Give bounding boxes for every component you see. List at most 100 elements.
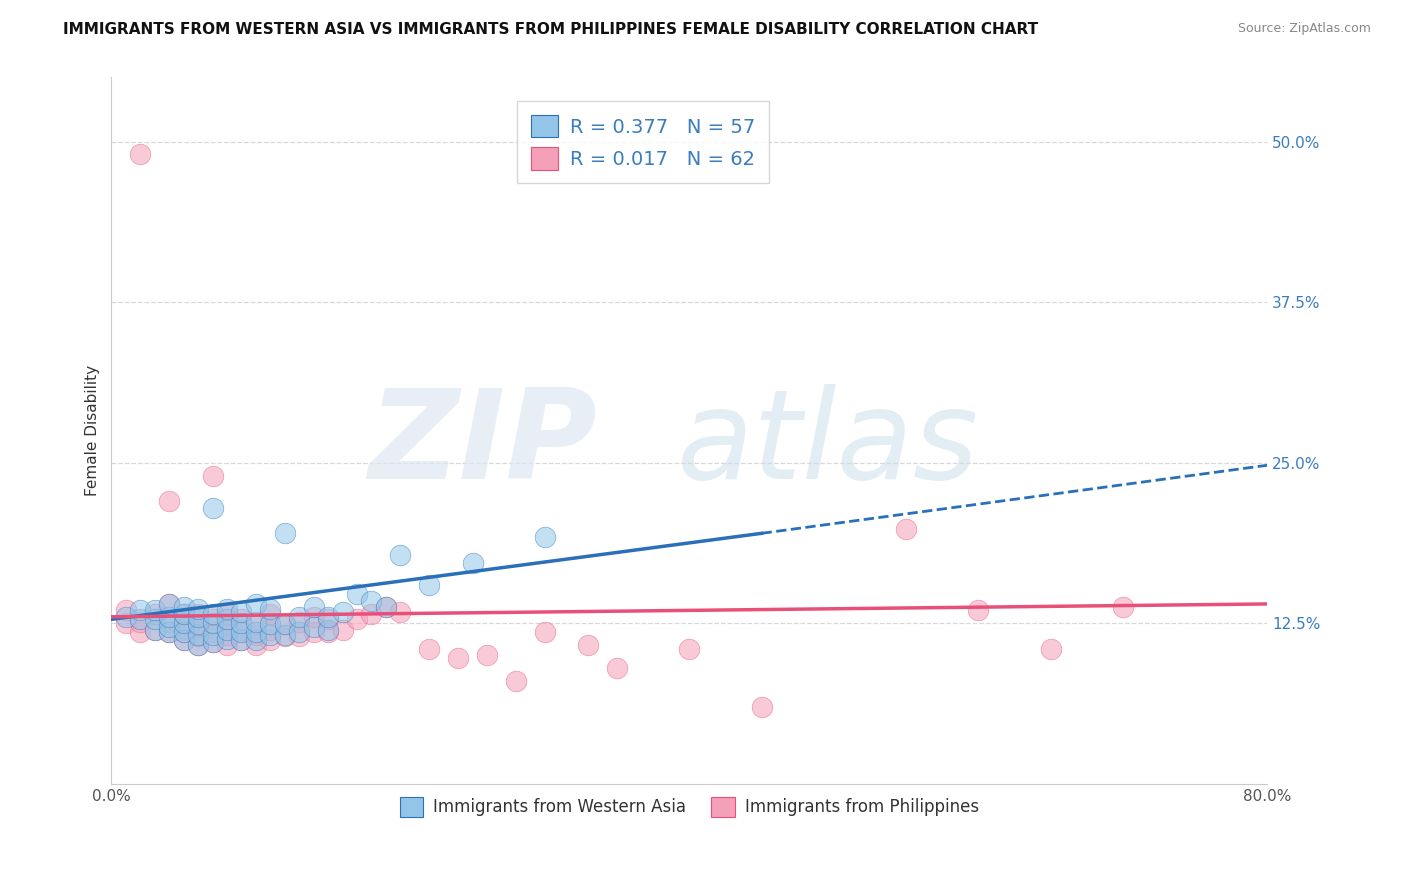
Point [157,620,180,634]
Point [201,612,224,626]
Point [157,625,180,640]
Point [418,641,440,656]
Point [332,605,354,619]
Point [274,617,297,632]
Point [215,612,238,626]
Point [157,597,180,611]
Point [316,623,339,637]
Point [157,615,180,629]
Point [173,632,195,647]
Point [418,577,440,591]
Point [187,617,209,632]
Point [173,607,195,622]
Point [201,625,224,640]
Point [173,616,195,631]
Point [606,661,628,675]
Point [157,494,180,508]
Point [288,609,311,624]
Point [215,602,238,616]
Point [1039,641,1062,656]
Point [245,632,267,647]
Point [475,648,498,663]
Point [288,615,311,629]
Point [201,635,224,649]
Point [316,609,339,624]
Point [201,607,224,622]
Point [505,673,527,688]
Point [173,607,195,622]
Point [346,587,368,601]
Point [332,623,354,637]
Point [215,628,238,642]
Point [231,616,253,631]
Point [173,625,195,640]
Point [187,628,209,642]
Point [129,625,152,640]
Text: Source: ZipAtlas.com: Source: ZipAtlas.com [1237,22,1371,36]
Point [173,632,195,647]
Point [389,548,412,562]
Point [215,638,238,652]
Point [360,594,382,608]
Point [894,523,917,537]
Point [201,500,224,515]
Point [115,603,138,617]
Point [534,530,557,544]
Point [374,599,396,614]
Point [274,526,297,541]
Point [751,699,773,714]
Point [187,638,209,652]
Point [231,623,253,637]
Point [143,623,166,637]
Point [1112,599,1135,614]
Point [231,632,253,647]
Point [374,599,396,614]
Point [129,147,152,161]
Point [173,625,195,640]
Point [346,612,368,626]
Text: atlas: atlas [678,384,979,505]
Point [678,641,700,656]
Point [129,603,152,617]
Point [201,468,224,483]
Point [274,617,297,632]
Point [201,628,224,642]
Point [187,602,209,616]
Legend: Immigrants from Western Asia, Immigrants from Philippines: Immigrants from Western Asia, Immigrants… [392,789,987,825]
Point [173,599,195,614]
Point [967,603,990,617]
Point [115,616,138,631]
Point [447,651,470,665]
Point [143,623,166,637]
Point [231,632,253,647]
Point [215,607,238,622]
Point [576,638,599,652]
Point [231,625,253,640]
Point [231,612,253,626]
Point [245,628,267,642]
Point [245,638,267,652]
Point [259,617,281,632]
Point [245,617,267,632]
Point [274,629,297,643]
Point [201,635,224,649]
Point [259,623,281,637]
Point [187,638,209,652]
Point [143,603,166,617]
Point [157,625,180,640]
Point [288,629,311,643]
Point [259,632,281,647]
Point [201,616,224,631]
Point [129,615,152,629]
Point [461,556,484,570]
Point [187,620,209,634]
Point [360,607,382,622]
Point [534,625,557,640]
Point [259,607,281,622]
Point [231,605,253,619]
Point [187,629,209,643]
Y-axis label: Female Disability: Female Disability [86,365,100,496]
Point [302,599,325,614]
Point [187,607,209,622]
Point [215,617,238,632]
